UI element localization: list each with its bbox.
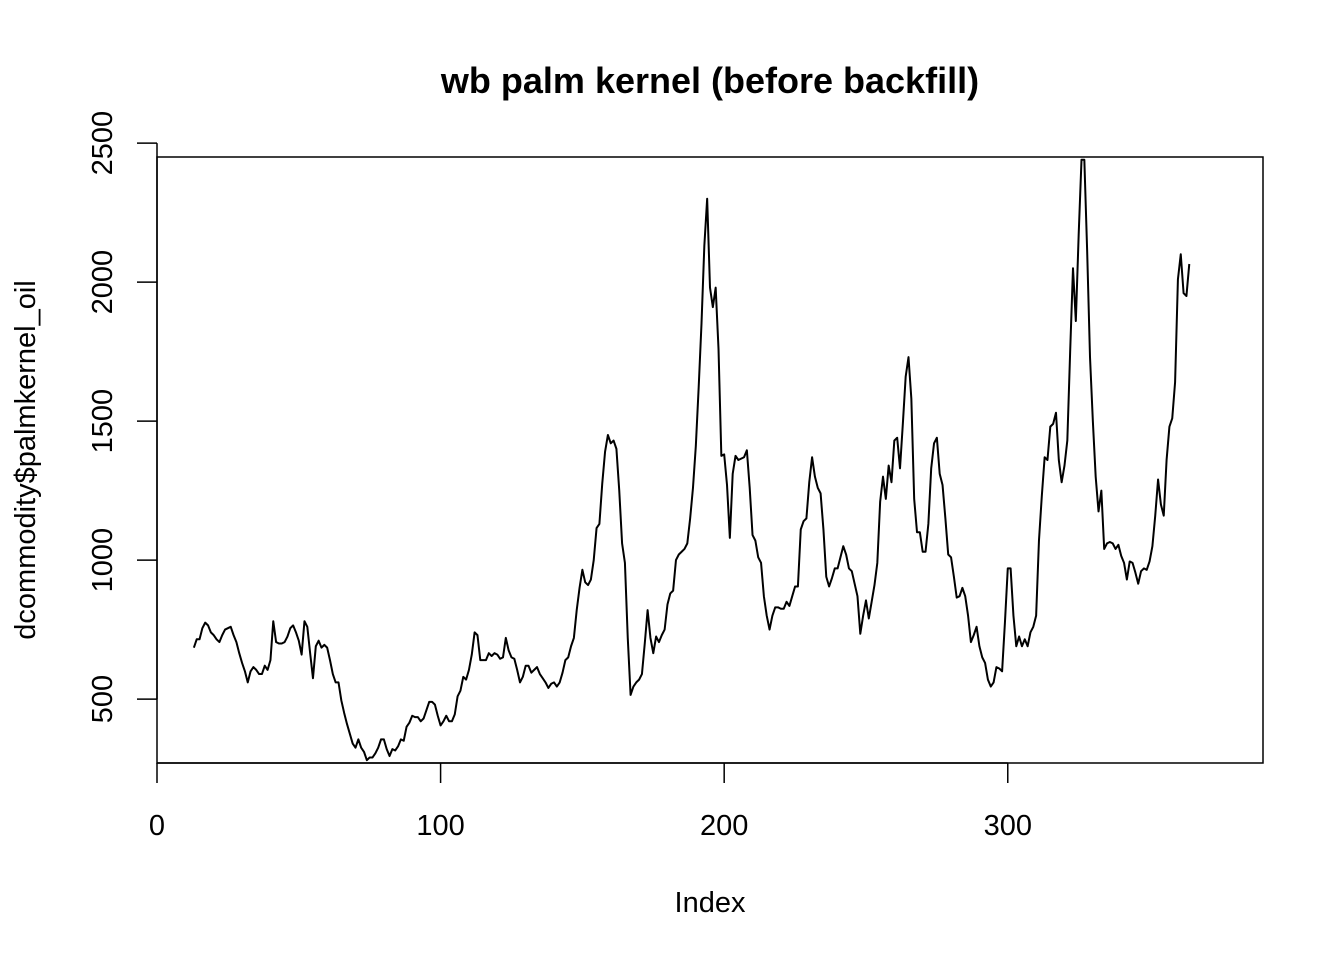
x-tick-label: 100 (416, 810, 464, 842)
y-tick-label: 1000 (87, 528, 119, 593)
x-axis: 0 100 200 300 (149, 762, 1032, 842)
y-tick-label: 500 (87, 675, 119, 723)
plot-frame (156, 156, 1264, 764)
y-axis: 500 1000 1500 2000 2500 (87, 111, 158, 723)
x-tick-label: 0 (149, 810, 165, 842)
y-tick-label: 2000 (87, 250, 119, 315)
chart-title: wb palm kernel (before backfill) (440, 60, 979, 101)
x-tick-label: 200 (700, 810, 748, 842)
y-axis-label: dcommodity$palmkernel_oil (10, 280, 42, 639)
x-tick-label: 300 (984, 810, 1032, 842)
y-tick-label: 1500 (87, 389, 119, 454)
x-axis-label: Index (675, 887, 746, 919)
series-group (192, 158, 1191, 762)
series-line (192, 158, 1191, 762)
y-tick-label: 2500 (87, 111, 119, 176)
